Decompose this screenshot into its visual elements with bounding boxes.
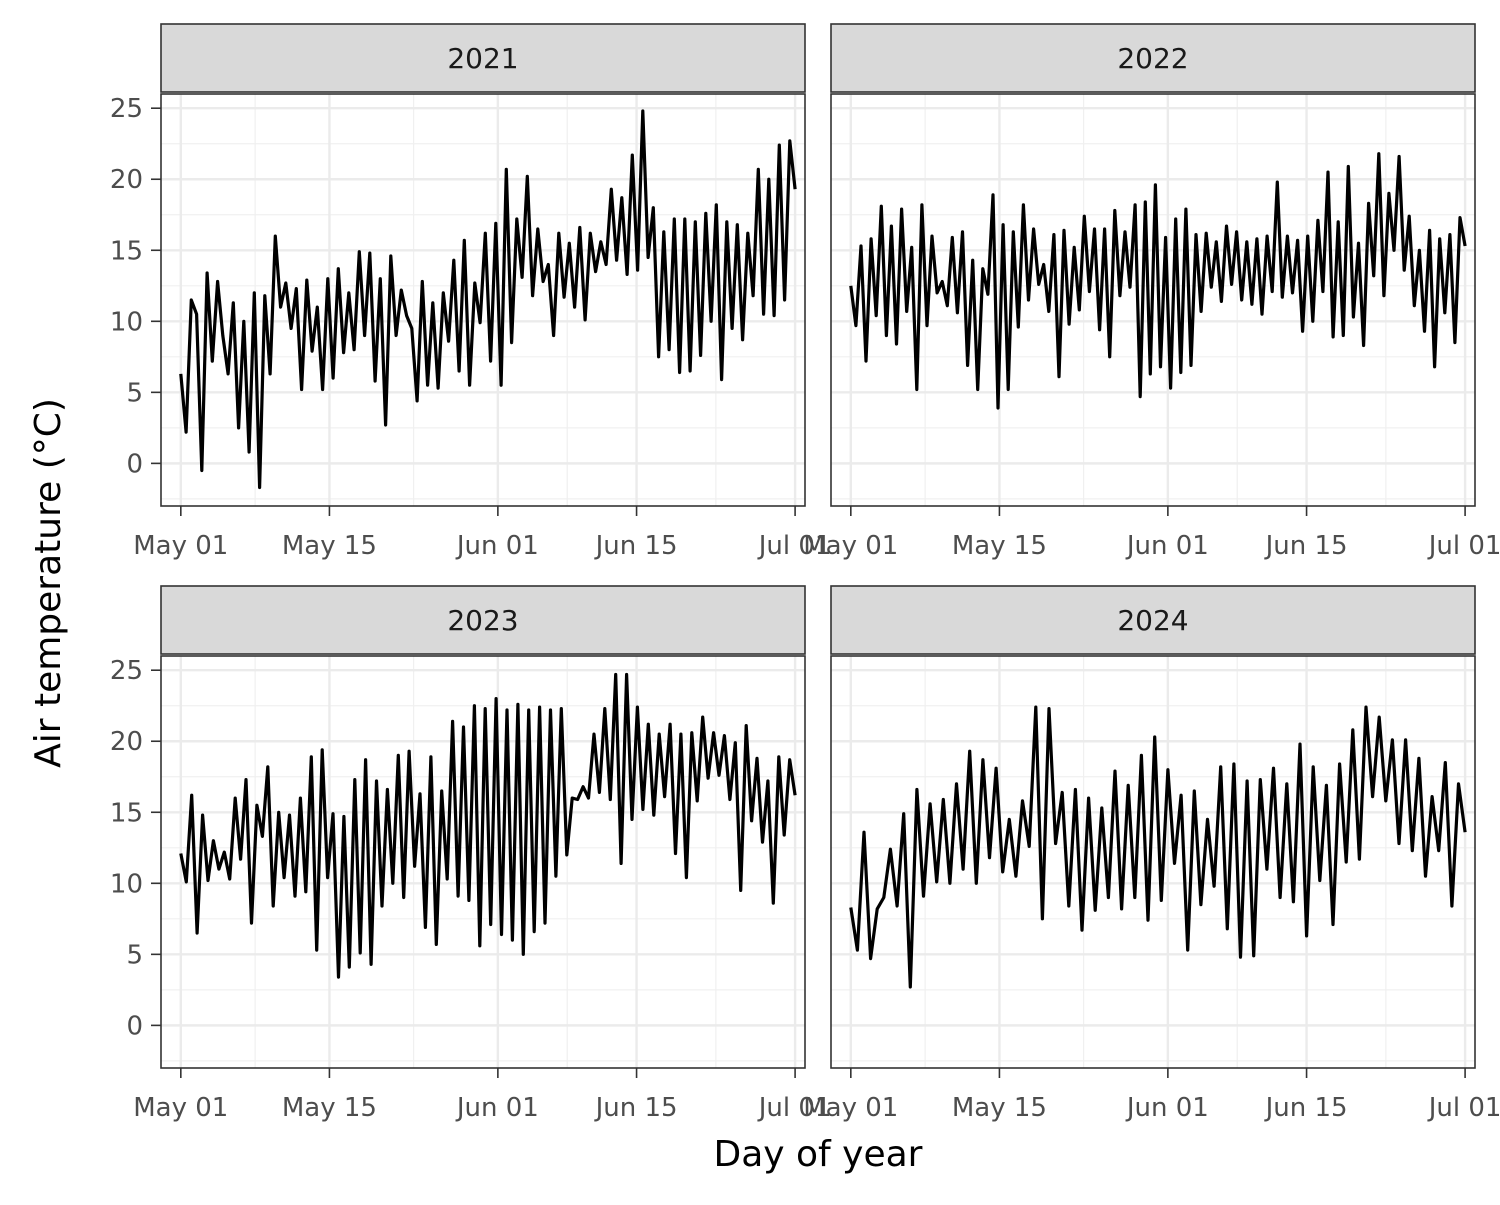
y-tick-label: 20 (110, 165, 143, 195)
series-line-2023 (179, 672, 797, 979)
x-tick-label: Jun 15 (1264, 531, 1348, 561)
strip-label-2023: 2023 (447, 604, 518, 637)
x-tick-label: Jun 01 (455, 1093, 539, 1123)
y-tick-label: 10 (110, 869, 143, 899)
x-tick-label: Jul 01 (757, 531, 832, 561)
strip-2024 (830, 585, 1476, 655)
series-line-2021 (179, 109, 797, 490)
series-line-2022 (849, 152, 1467, 410)
y-tick-label: 10 (110, 307, 143, 337)
strip-2022 (830, 23, 1476, 93)
panel-2023: 2023 0 5 10 15 20 25 May 01 May 15 Jun 01 Jun 15 Ju… (110, 585, 832, 1123)
x-tick-label: Jun 15 (1264, 1093, 1348, 1123)
strip-2023 (160, 585, 806, 655)
x-tick-label: Jun 15 (594, 1093, 678, 1123)
x-tick-label: Jul 01 (1427, 1093, 1500, 1123)
strip-2021 (160, 23, 806, 93)
x-tick-label: Jun 01 (1125, 531, 1209, 561)
panel-border (830, 93, 1476, 507)
series-line-2024 (849, 705, 1467, 989)
strip-label-2021: 2021 (447, 42, 518, 75)
y-tick-label: 25 (110, 656, 143, 686)
x-tick-label: Jul 01 (757, 1093, 832, 1123)
x-tick-label: May 15 (952, 1093, 1047, 1123)
x-tick-label: May 01 (133, 531, 228, 561)
x-tick-label: May 01 (803, 1093, 898, 1123)
y-tick-label: 0 (126, 449, 143, 479)
x-tick-label: Jun 01 (455, 531, 539, 561)
panel-border (160, 655, 806, 1069)
panel-2022: 2022 May 01 May 15 Jun 01 Jun 15 Jul 01 (803, 23, 1500, 561)
y-tick-label: 15 (110, 236, 143, 266)
x-tick-label: Jul 01 (1427, 531, 1500, 561)
x-axis-title: Day of year (714, 1134, 923, 1175)
x-tick-label: Jun 15 (594, 531, 678, 561)
panel-2021: 2021 0 5 10 15 20 25 May 01 May 15 Jun 01 Jun 15 Ju… (110, 23, 832, 561)
panels-layer: 2021 0 5 10 15 20 25 May 01 May 15 Jun 01 Jun 15 Ju… (110, 23, 1500, 1123)
x-tick-label: Jun 01 (1125, 1093, 1209, 1123)
y-tick-label: 5 (126, 940, 143, 970)
x-tick-label: May 15 (282, 531, 377, 561)
x-tick-label: May 01 (133, 1093, 228, 1123)
y-tick-label: 15 (110, 798, 143, 828)
y-tick-label: 0 (126, 1011, 143, 1041)
y-tick-label: 5 (126, 378, 143, 408)
panel-border (830, 655, 1476, 1069)
x-tick-label: May 01 (803, 531, 898, 561)
x-tick-label: May 15 (952, 531, 1047, 561)
y-tick-label: 25 (110, 94, 143, 124)
y-tick-label: 20 (110, 727, 143, 757)
strip-label-2024: 2024 (1117, 604, 1188, 637)
panel-border (160, 93, 806, 507)
panel-2024: 2024 May 01 May 15 Jun 01 Jun 15 Jul 01 (803, 585, 1500, 1123)
x-tick-label: May 15 (282, 1093, 377, 1123)
y-axis-title: Air temperature (°C) (28, 398, 69, 768)
strip-label-2022: 2022 (1117, 42, 1188, 75)
